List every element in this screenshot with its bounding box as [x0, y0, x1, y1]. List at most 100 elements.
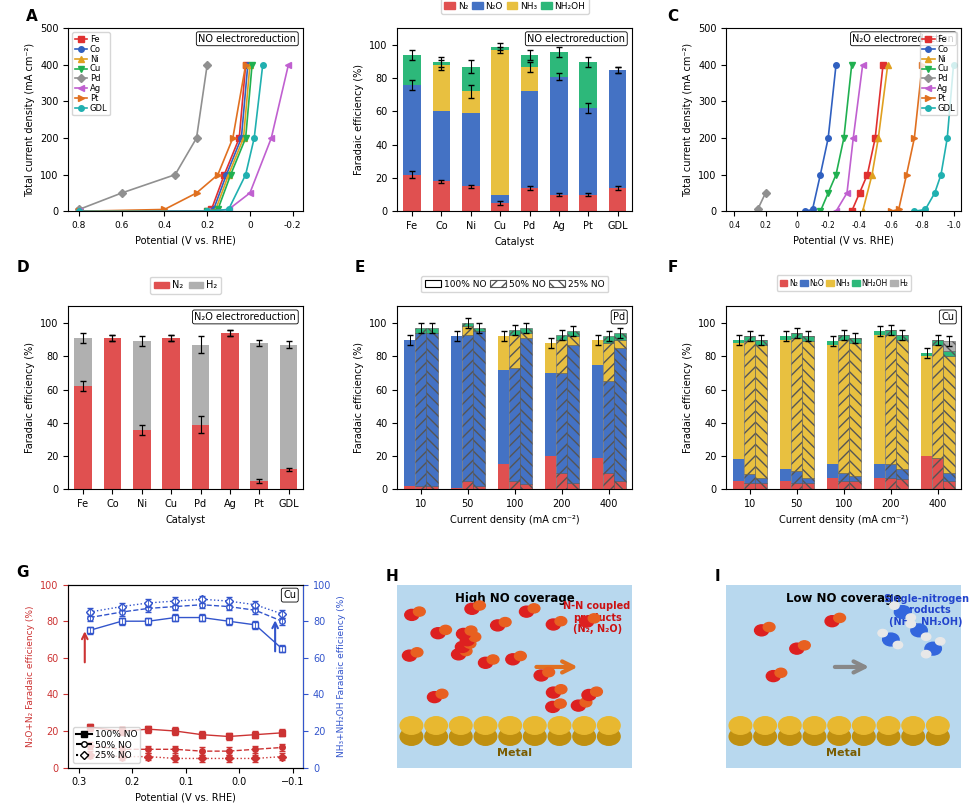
Bar	[885, 335, 897, 465]
Bar	[521, 55, 539, 66]
Fe	[240, 60, 252, 69]
Fe	[233, 133, 245, 143]
Circle shape	[547, 619, 560, 630]
Text: F: F	[668, 259, 678, 275]
Bar	[520, 328, 532, 333]
Bar	[733, 343, 745, 460]
Legend: N₂, N₂O, NH₃, NH₂OH, H₂: N₂, N₂O, NH₃, NH₂OH, H₂	[777, 276, 912, 291]
Bar	[827, 478, 838, 490]
Bar	[609, 69, 627, 188]
Circle shape	[414, 607, 426, 617]
Bar	[473, 328, 485, 331]
Co	[235, 133, 247, 143]
Bar	[802, 336, 814, 341]
Ni	[244, 60, 256, 69]
Cu	[240, 133, 252, 143]
Pd	[759, 188, 771, 198]
Co	[831, 60, 842, 69]
Bar	[404, 339, 415, 486]
X-axis label: Catalyst: Catalyst	[495, 237, 535, 246]
Circle shape	[514, 651, 526, 661]
Bar	[550, 195, 568, 211]
Bar	[745, 341, 755, 474]
Bar	[885, 465, 897, 478]
Circle shape	[478, 657, 493, 668]
Circle shape	[546, 701, 560, 713]
Line: GDL: GDL	[912, 62, 956, 214]
Bar	[520, 338, 532, 485]
Circle shape	[466, 626, 477, 635]
Line: Ag: Ag	[76, 62, 291, 214]
Circle shape	[425, 717, 447, 734]
Pd	[752, 204, 763, 214]
Circle shape	[834, 613, 845, 622]
GDL	[201, 206, 213, 216]
Bar	[556, 335, 567, 339]
Text: N₂O electroreduction: N₂O electroreduction	[194, 312, 297, 322]
Bar	[556, 473, 567, 490]
Ni	[73, 206, 85, 216]
Pt	[190, 188, 202, 198]
Bar	[838, 339, 849, 473]
Legend: 100% NO, 50% NO, 25% NO: 100% NO, 50% NO, 25% NO	[422, 276, 608, 292]
Bar	[415, 333, 427, 486]
Pt	[212, 170, 224, 179]
Pd	[169, 170, 181, 179]
Bar	[838, 481, 849, 490]
Circle shape	[597, 717, 620, 734]
Circle shape	[906, 621, 915, 628]
Y-axis label: Faradaic efficiency (%): Faradaic efficiency (%)	[353, 65, 364, 175]
Legend: Fe, Co, Ni, Cu, Pd, Ag, Pt, GDL: Fe, Co, Ni, Cu, Pd, Ag, Pt, GDL	[919, 32, 957, 116]
Bar	[792, 338, 802, 471]
Circle shape	[729, 717, 752, 734]
X-axis label: Potential (V vs. RHE): Potential (V vs. RHE)	[136, 236, 236, 246]
GDL	[248, 133, 260, 143]
Bar	[556, 339, 567, 373]
Circle shape	[763, 622, 775, 632]
Text: I: I	[714, 569, 720, 584]
Line: Ag: Ag	[834, 62, 866, 214]
Y-axis label: Total current density (mA cm⁻²): Total current density (mA cm⁻²)	[682, 43, 693, 197]
Text: A: A	[26, 9, 38, 24]
Circle shape	[523, 717, 547, 734]
Circle shape	[436, 689, 448, 698]
Bar	[615, 348, 626, 481]
Cu	[823, 188, 834, 198]
Circle shape	[431, 628, 445, 638]
Bar	[580, 108, 597, 195]
Ag	[841, 188, 853, 198]
GDL	[919, 204, 931, 214]
Circle shape	[828, 728, 850, 745]
Circle shape	[411, 648, 423, 657]
Fe	[854, 188, 866, 198]
Pd	[116, 188, 128, 198]
Bar	[944, 341, 955, 351]
Legend: Fe, Co, Ni, Cu, Pd, Ag, Pt, GDL: Fe, Co, Ni, Cu, Pd, Ag, Pt, GDL	[72, 32, 110, 116]
Text: H: H	[386, 569, 398, 584]
Bar	[432, 65, 450, 112]
Bar	[944, 356, 955, 473]
Bar	[745, 336, 755, 341]
Circle shape	[425, 728, 447, 745]
Bar	[556, 373, 567, 473]
Circle shape	[500, 617, 511, 627]
Ni	[873, 133, 884, 143]
Circle shape	[499, 728, 521, 745]
X-axis label: Current density (mA cm⁻²): Current density (mA cm⁻²)	[450, 515, 580, 524]
Bar	[932, 345, 944, 458]
Text: Cu: Cu	[941, 312, 955, 322]
Circle shape	[790, 643, 804, 654]
Pt	[901, 170, 913, 179]
Circle shape	[580, 698, 591, 707]
Circle shape	[543, 667, 554, 677]
Circle shape	[754, 625, 769, 636]
Bar	[603, 336, 615, 343]
Text: Low NO coverage: Low NO coverage	[786, 592, 902, 605]
Bar	[545, 457, 556, 490]
Text: Pd: Pd	[613, 312, 626, 322]
Bar	[498, 336, 509, 369]
Text: C: C	[668, 9, 678, 24]
Ag	[857, 60, 869, 69]
Bar	[521, 91, 539, 188]
Bar	[932, 458, 944, 490]
